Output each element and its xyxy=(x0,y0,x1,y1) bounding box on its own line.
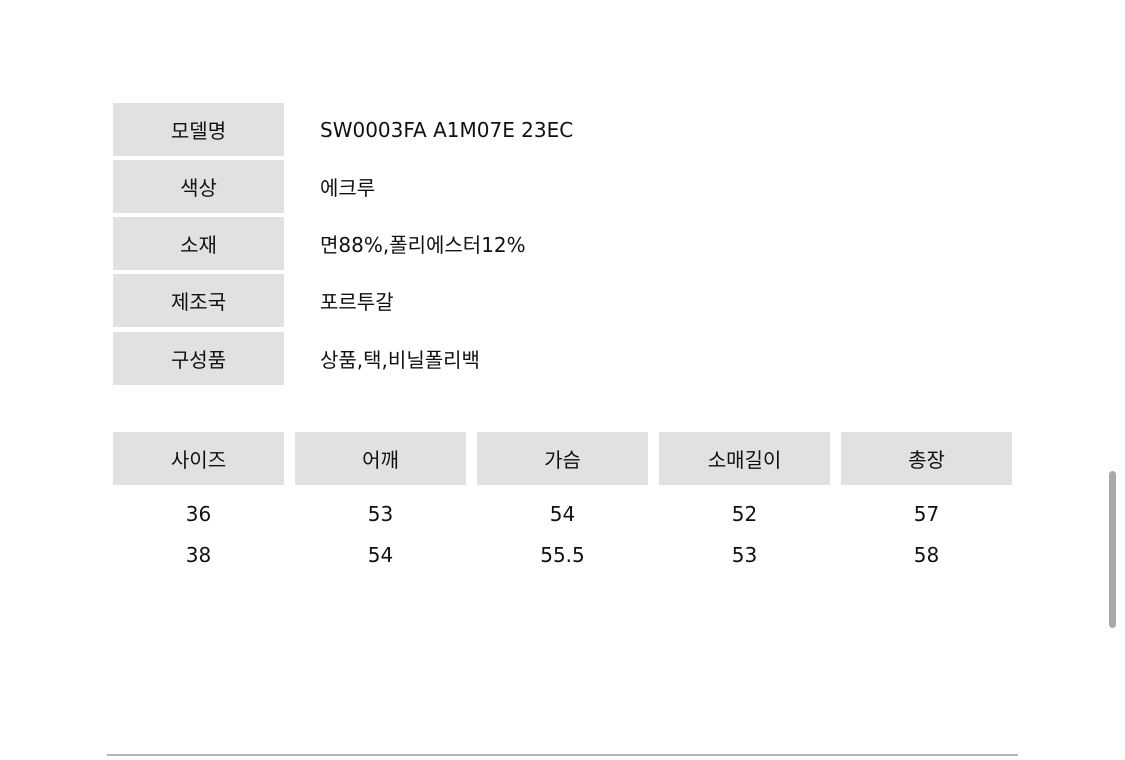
info-label: 구성품 xyxy=(113,332,284,385)
size-header: 사이즈 xyxy=(113,432,284,485)
info-value: 면88%,폴리에스터12% xyxy=(320,233,526,257)
size-cell: 36 xyxy=(185,502,212,526)
info-label: 색상 xyxy=(113,160,284,213)
divider xyxy=(107,754,1018,756)
info-label: 모델명 xyxy=(113,103,284,156)
size-cell: 38 xyxy=(185,543,212,567)
size-header: 가슴 xyxy=(477,432,648,485)
size-header: 총장 xyxy=(841,432,1012,485)
size-cell: 57 xyxy=(913,502,940,526)
info-label: 제조국 xyxy=(113,274,284,327)
size-cell: 54 xyxy=(549,502,576,526)
size-cell: 53 xyxy=(367,502,394,526)
info-value: 포르투갈 xyxy=(320,290,394,314)
size-cell: 58 xyxy=(913,543,940,567)
info-value: 상품,택,비닐폴리백 xyxy=(320,348,480,372)
size-cell: 55.5 xyxy=(540,543,585,567)
size-header: 어깨 xyxy=(295,432,466,485)
scrollbar-thumb[interactable] xyxy=(1109,471,1116,628)
size-cell: 52 xyxy=(731,502,758,526)
info-value: SW0003FA A1M07E 23EC xyxy=(320,117,574,142)
info-value: 에크루 xyxy=(320,176,376,200)
size-cell: 53 xyxy=(731,543,758,567)
info-label: 소재 xyxy=(113,217,284,270)
size-cell: 54 xyxy=(367,543,394,567)
size-header: 소매길이 xyxy=(659,432,830,485)
